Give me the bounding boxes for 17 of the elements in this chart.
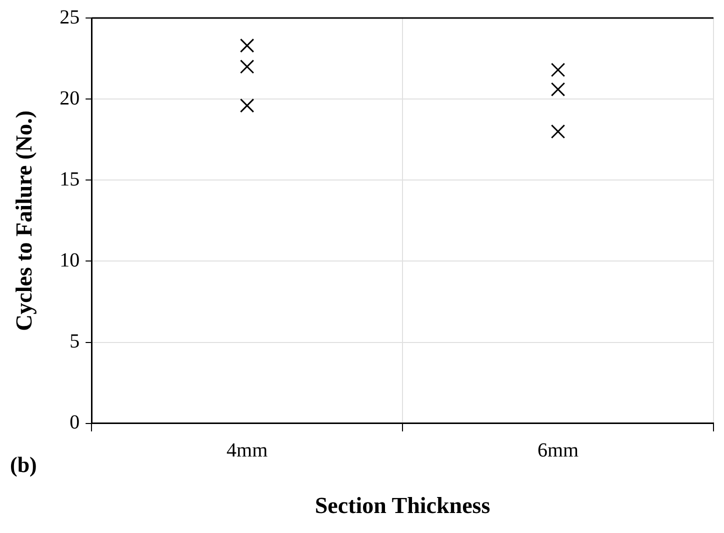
y-tick-label: 25 — [60, 6, 80, 28]
x-tick-label: 6mm — [537, 440, 580, 462]
y-tick-label: 20 — [60, 87, 80, 110]
point — [550, 62, 566, 78]
point — [240, 60, 254, 74]
y-tick-label: 0 — [70, 412, 80, 434]
y-tick-label: 10 — [60, 249, 80, 272]
x-axis-title: Section Thickness — [314, 493, 490, 518]
x-tick-label: 4mm — [226, 440, 268, 462]
y-tick-label: 5 — [70, 330, 80, 353]
y-tick-label: 15 — [60, 168, 80, 190]
y-axis-title: Cycles to Failure (No.) — [12, 110, 37, 331]
point — [550, 82, 566, 96]
text: (b) — [10, 452, 37, 477]
point — [240, 38, 254, 53]
point — [550, 124, 566, 139]
point — [240, 98, 254, 113]
